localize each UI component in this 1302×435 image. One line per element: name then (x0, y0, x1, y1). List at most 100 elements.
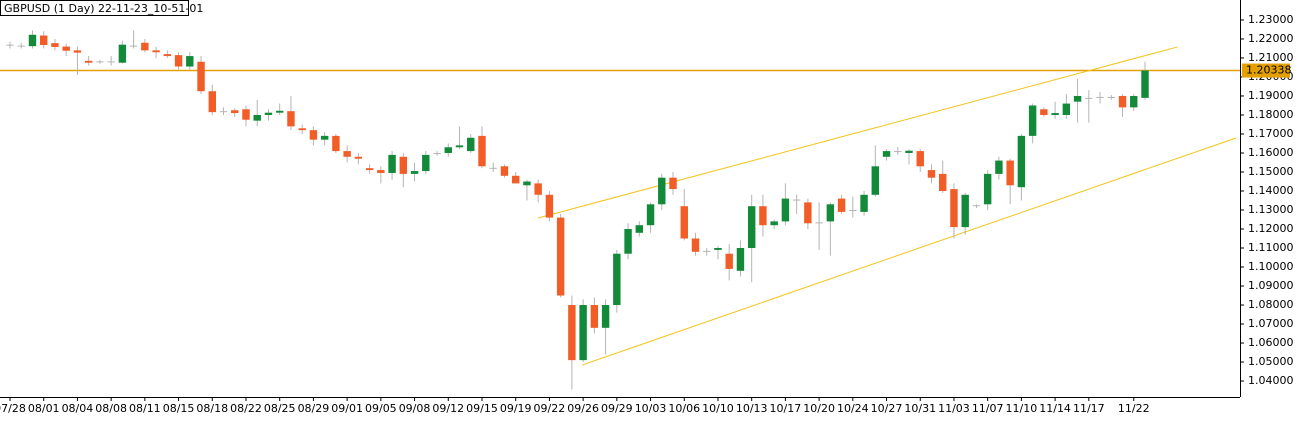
candle-body (770, 221, 778, 226)
y-tick-label: 1.21000 (1248, 51, 1294, 64)
x-tick-label: 10/03 (635, 402, 667, 415)
candle-body (467, 137, 475, 152)
x-tick-label: 08/29 (298, 402, 330, 415)
x-tick-label: 08/22 (230, 402, 262, 415)
y-tick-label: 1.22000 (1248, 32, 1294, 45)
candle-body (399, 156, 408, 174)
candle-body (500, 166, 509, 176)
candle-body (343, 151, 351, 157)
y-tick-label: 1.04000 (1248, 374, 1294, 387)
candle-body (1073, 95, 1082, 102)
candle-body (141, 42, 149, 51)
candle-body (231, 110, 239, 114)
candle-body (747, 206, 756, 249)
candle-body (1107, 96, 1115, 98)
candle-body (680, 206, 688, 239)
candle-body (916, 151, 924, 167)
candle-body (1040, 109, 1048, 115)
y-tick-label: 1.09000 (1248, 279, 1294, 292)
candle-body (736, 248, 745, 271)
x-tick-label: 11/17 (1073, 402, 1105, 415)
candle-body (579, 305, 587, 361)
candle-body (73, 50, 82, 53)
candle-body (983, 173, 992, 205)
title-box (0, 0, 189, 16)
price-label: 1.20338 (1246, 64, 1292, 77)
x-tick-label: 08/11 (129, 402, 161, 415)
x-tick-label: 08/01 (28, 402, 60, 415)
candle-body (332, 135, 340, 152)
x-tick-label: 09/12 (432, 402, 464, 415)
x-tick-label: 07/28 (0, 402, 26, 415)
candle-body (197, 61, 205, 92)
candle-body (1051, 113, 1059, 115)
candle-body (624, 229, 632, 254)
y-tick-label: 1.05000 (1248, 355, 1294, 368)
candle-body (725, 253, 733, 269)
x-tick-label: 11/10 (1006, 402, 1038, 415)
candle-body (208, 91, 216, 113)
candle-body (691, 238, 700, 252)
candle-body (601, 305, 610, 328)
y-tick-label: 1.13000 (1248, 203, 1294, 216)
x-tick-label: 09/05 (365, 402, 397, 415)
candle-body (590, 305, 599, 328)
candle-body (377, 170, 385, 173)
candle-body (455, 145, 464, 148)
y-tick-label: 1.17000 (1248, 127, 1294, 140)
candle-body (174, 55, 183, 67)
x-tick-label: 09/29 (601, 402, 633, 415)
candle-body (422, 154, 430, 172)
x-tick-label: 09/26 (567, 402, 599, 415)
candle-body (489, 167, 497, 169)
x-tick-label: 09/22 (534, 402, 566, 415)
y-tick-label: 1.19000 (1248, 89, 1294, 102)
candle-body (511, 175, 520, 184)
candle-body (781, 198, 790, 222)
candle-body (40, 35, 48, 46)
y-tick-label: 1.23000 (1248, 13, 1294, 26)
candle-body (658, 177, 666, 205)
candle-body (84, 60, 93, 63)
candle-body (320, 135, 329, 140)
x-tick-label: 08/18 (196, 402, 228, 415)
candle-body (96, 61, 104, 63)
candle-body (287, 111, 295, 127)
candle-body (961, 194, 969, 228)
candle-body (613, 253, 621, 306)
candle-body (1028, 105, 1037, 136)
x-tick-label: 10/10 (702, 402, 734, 415)
candle-body (950, 189, 958, 228)
candle-body (309, 130, 318, 140)
candle-body (826, 204, 835, 222)
y-tick-label: 1.11000 (1248, 241, 1294, 254)
candle-body (186, 56, 194, 67)
x-tick-label: 09/15 (466, 402, 498, 415)
candle-body (388, 154, 396, 173)
candle-body (152, 50, 160, 53)
y-tick-label: 1.10000 (1248, 260, 1294, 273)
candle-body (523, 181, 531, 186)
x-tick-label: 09/01 (331, 402, 363, 415)
trend-line (581, 137, 1237, 366)
x-tick-label: 11/03 (938, 402, 970, 415)
candle-body (849, 209, 857, 211)
candle-body (545, 194, 554, 218)
x-tick-label: 11/07 (972, 402, 1004, 415)
x-tick-label: 11/14 (1039, 402, 1071, 415)
candle-body (759, 206, 767, 226)
candle-body (714, 248, 722, 250)
candle-body (242, 109, 250, 120)
price-label-box (1242, 63, 1290, 78)
candle-body (1096, 96, 1104, 98)
y-tick-label: 1.18000 (1248, 108, 1294, 121)
candle-body (804, 202, 812, 224)
candle-body (882, 151, 891, 157)
x-tick-label: 10/31 (904, 402, 936, 415)
candle-body (17, 45, 25, 47)
candle-body (837, 198, 846, 212)
x-tick-label: 08/04 (62, 402, 94, 415)
candle-body (275, 110, 284, 113)
candle-body (1017, 135, 1026, 188)
